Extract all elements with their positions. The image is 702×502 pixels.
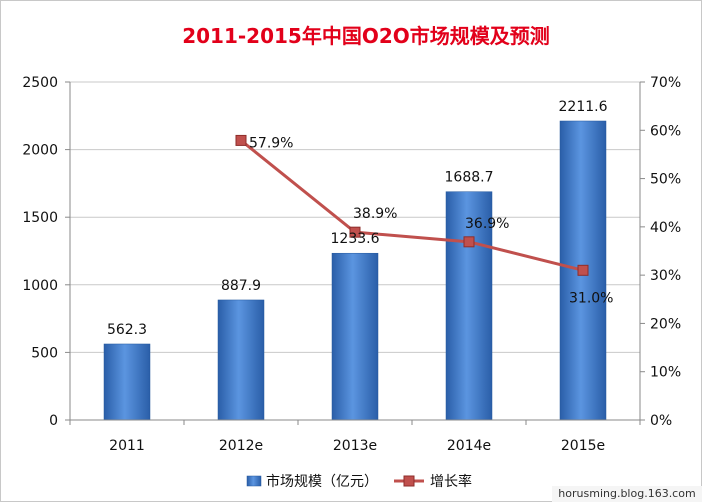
growth-rate-point [235,134,247,146]
label-layer: 562.3 887.9 1233.6 1688.7 2211.6 57.9% 38.9% 36… [107,99,614,338]
bar-data-label: 1688.7 [445,170,494,186]
legend-swatch-bar [246,475,262,487]
growth-rate-line [240,139,584,272]
growth-rate-point [463,236,475,248]
y-left-tick-label: 2500 [22,75,58,91]
growth-rate-point [577,264,589,276]
growth-rate-data-label: 31.0% [569,290,613,306]
y-right-tick-label: 70% [650,75,681,91]
x-tick-label: 2011 [109,438,145,454]
legend-swatch-marker [403,475,415,487]
bar [217,299,265,421]
legend-label-growth-rate: 增长率 [430,473,472,490]
bar-data-label: 562.3 [107,322,147,338]
bar [331,252,379,421]
y-right-tick-label: 10% [650,365,681,381]
legend-label-market-size: 市场规模（亿元） [266,473,378,490]
x-tick-label: 2015e [561,438,605,454]
y-right-tick-label: 60% [650,123,681,139]
bar-data-label: 2211.6 [559,99,608,115]
y-right-tick-label: 50% [650,172,681,188]
bar [103,343,151,421]
bar [445,191,493,421]
x-tick-label: 2014e [447,438,491,454]
y-left-tick-label: 2000 [22,143,58,159]
y-right-tick-label: 0% [650,413,672,429]
y-left-tick-label: 500 [31,345,58,361]
growth-rate-data-label: 38.9% [353,206,397,222]
line-layer [235,134,589,276]
bar-layer [103,120,607,421]
y-right-tick-label: 40% [650,220,681,236]
watermark: horusming.blog.163.com [552,486,702,502]
chart-title: 2011-2015年中国O2O市场规模及预测 [182,24,550,48]
y-left-tick-label: 1500 [22,210,58,226]
axis-layer: 0 500 1000 1500 2000 2500 0% 10% 20% 30% 40% 50% 60%… [22,75,681,454]
y-left-tick-label: 0 [49,413,58,429]
y-right-tick-label: 20% [650,316,681,332]
x-tick-label: 2013e [333,438,377,454]
y-left-tick-label: 1000 [22,278,58,294]
y-right-tick-label: 30% [650,268,681,284]
growth-rate-data-label: 36.9% [465,216,509,232]
growth-rate-data-label: 57.9% [249,135,293,151]
legend: 市场规模（亿元） 增长率 [246,473,472,490]
x-tick-label: 2012e [219,438,263,454]
growth-rate-point [349,226,361,238]
bar-data-label: 1233.6 [331,231,380,247]
bar-data-label: 887.9 [221,278,261,294]
